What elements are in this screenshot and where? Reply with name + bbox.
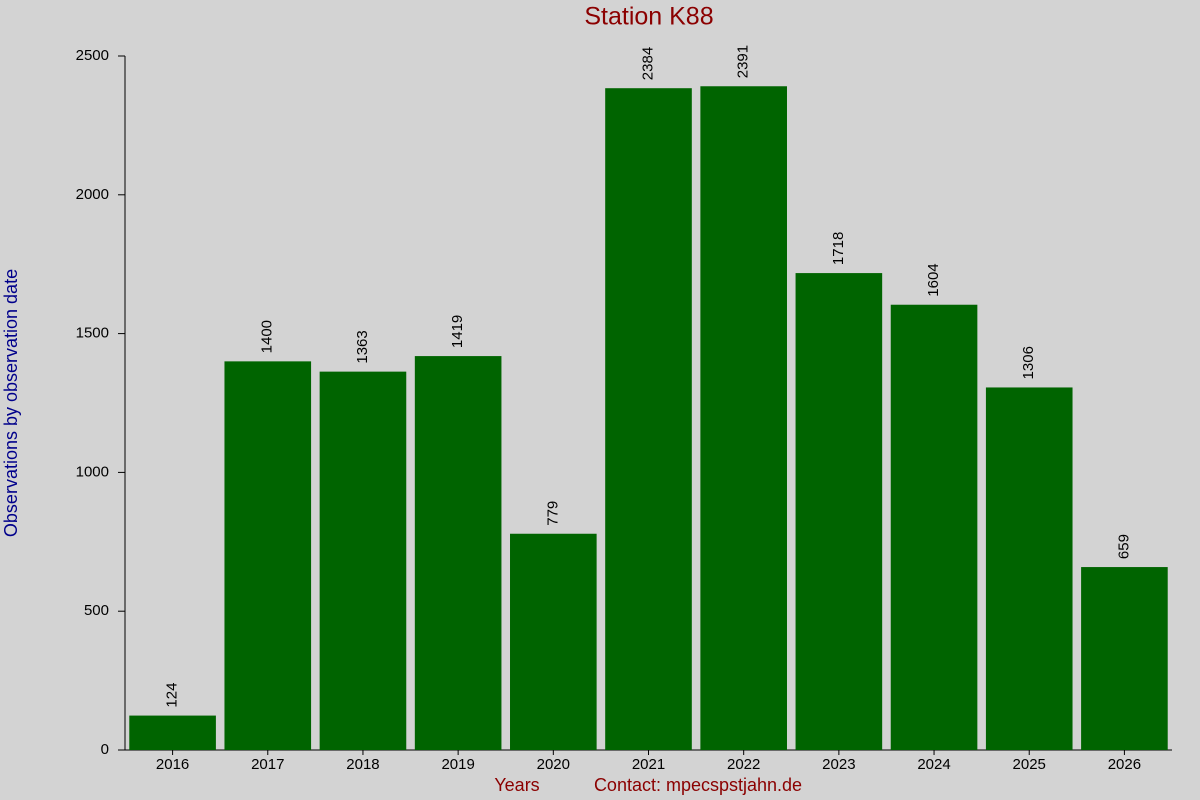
annotation: Contact: mpecspstjahn.de <box>594 775 802 795</box>
chart-title: Station K88 <box>584 3 713 31</box>
x-tick-label: 2026 <box>1108 756 1141 773</box>
y-axis-label: Observations by observation date <box>1 269 21 537</box>
value-label: 2391 <box>735 45 752 78</box>
bar <box>605 88 692 750</box>
bar <box>700 86 787 750</box>
value-label: 659 <box>1115 534 1132 559</box>
x-tick-label: 2025 <box>1013 756 1046 773</box>
x-tick-label: 2016 <box>156 756 189 773</box>
y-tick-label: 2500 <box>76 47 109 64</box>
bar <box>890 304 978 750</box>
value-label: 1718 <box>830 232 847 265</box>
value-label: 1419 <box>449 315 466 348</box>
value-label: 1604 <box>925 263 942 296</box>
y-tick-label: 2000 <box>76 186 109 203</box>
x-tick-label: 2023 <box>822 756 855 773</box>
value-label: 779 <box>544 501 561 526</box>
value-label: 124 <box>164 683 181 708</box>
bar <box>129 715 216 750</box>
bar <box>1081 567 1168 750</box>
x-tick-label: 2018 <box>346 756 379 773</box>
bar <box>414 356 502 750</box>
x-tick-label: 2019 <box>441 756 474 773</box>
bar <box>319 371 407 750</box>
y-tick-label: 500 <box>84 602 109 619</box>
x-tick-label: 2017 <box>251 756 284 773</box>
value-label: 1400 <box>259 320 276 353</box>
y-tick-label: 1500 <box>76 325 109 342</box>
y-tick-label: 0 <box>101 741 109 758</box>
y-tick-label: 1000 <box>76 463 109 480</box>
bar <box>224 361 312 750</box>
x-tick-label: 2021 <box>632 756 665 773</box>
value-label: 1306 <box>1020 346 1037 379</box>
x-tick-label: 2020 <box>537 756 570 773</box>
x-tick-label: 2022 <box>727 756 760 773</box>
x-axis-label: Years <box>494 775 539 795</box>
bar <box>795 273 883 750</box>
bar <box>985 387 1073 750</box>
value-label: 1363 <box>354 330 371 363</box>
value-label: 2384 <box>639 47 656 80</box>
bar <box>510 533 597 750</box>
x-tick-label: 2024 <box>917 756 950 773</box>
